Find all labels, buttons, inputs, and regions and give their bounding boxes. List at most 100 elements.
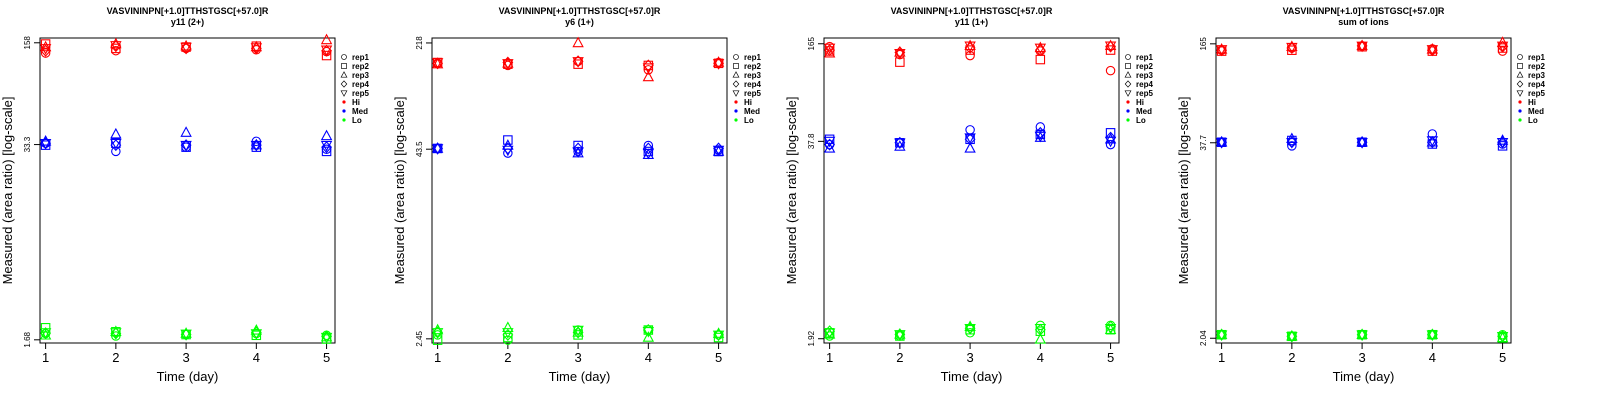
point-hi-rep5-day5 — [712, 59, 725, 70]
point-med-rep3-day3 — [180, 126, 192, 137]
plot-frame — [823, 37, 1120, 344]
legend-label: rep3 — [352, 71, 369, 80]
point-med-rep5-day2 — [110, 138, 122, 150]
point-med-rep5-day4 — [1426, 136, 1439, 147]
point-hi-rep4-day1 — [40, 44, 52, 57]
point-med-rep2-day2 — [503, 135, 513, 145]
point-hi-rep5-day1 — [823, 43, 836, 55]
legend-label: rep2 — [744, 62, 761, 71]
point-lo-rep3-day4 — [1426, 328, 1439, 339]
legend-label: rep5 — [1136, 89, 1153, 98]
legend-hi-dot-icon — [1518, 100, 1522, 104]
x-tick-label: 2 — [896, 350, 903, 365]
x-tick-label: 5 — [1499, 350, 1506, 365]
point-hi-rep5-day5 — [1104, 41, 1117, 53]
point-hi-rep2-day4 — [1035, 54, 1046, 65]
chart-panel-3: VASVININPN[+1.0]TTHSTGSC[+57.0]R y11 (1+)… — [784, 0, 1184, 400]
point-lo-rep3-day2 — [502, 321, 514, 332]
legend-lo-dot-icon — [1518, 118, 1522, 122]
plot-frame — [39, 37, 336, 344]
point-med-rep3-day3 — [964, 142, 976, 153]
legend-label: Lo — [744, 116, 754, 125]
legend-label: Med — [1136, 107, 1152, 116]
point-hi-rep5-day3 — [1356, 41, 1368, 53]
point-hi-rep2-day2 — [111, 43, 121, 54]
chart-subtitle: y11 (2+) — [171, 17, 204, 27]
legend-triangle-icon — [340, 71, 348, 78]
legend-label: rep3 — [744, 71, 761, 80]
point-med-rep5-day5 — [320, 140, 333, 152]
point-med-rep3-day2 — [502, 139, 514, 150]
point-hi-rep5-day2 — [894, 48, 906, 60]
point-lo-rep5-day5 — [1496, 332, 1509, 343]
point-med-rep1-day4 — [1035, 122, 1046, 132]
x-tick-label: 1 — [434, 350, 441, 365]
point-hi-rep2-day5 — [321, 50, 332, 61]
x-tick-label: 1 — [826, 350, 833, 365]
data-points — [39, 33, 333, 344]
point-lo-rep5-day3 — [180, 329, 192, 341]
point-hi-rep5-day3 — [572, 57, 584, 68]
point-med-rep5-day5 — [1496, 137, 1509, 149]
legend-label: Lo — [1136, 116, 1146, 125]
point-hi-rep2-day3 — [965, 45, 975, 55]
point-lo-rep4-day4 — [642, 324, 654, 337]
legend-triangle-icon — [732, 71, 740, 78]
point-med-rep4-day4 — [642, 142, 654, 155]
point-lo-rep5-day5 — [1104, 323, 1117, 335]
y-axis-label: Measured (area ratio) [log-scale] — [1176, 97, 1191, 285]
point-lo-rep1-day1 — [432, 330, 443, 340]
y-tick-label: 158 — [23, 36, 32, 50]
legend-label: Med — [352, 107, 368, 116]
point-lo-rep5-day1 — [823, 328, 836, 340]
point-med-rep3-day2 — [110, 127, 122, 139]
point-hi-rep5-day2 — [502, 59, 514, 70]
chart-svg: VASVININPN[+1.0]TTHSTGSC[+57.0]Ry6 (1+) 1… — [392, 6, 761, 384]
point-hi-rep3-day4 — [642, 70, 655, 82]
point-hi-rep3-day1 — [39, 40, 52, 52]
point-lo-rep5-day3 — [1356, 330, 1368, 342]
legend-lo-dot-icon — [734, 118, 738, 122]
legend-inverted-triangle-icon — [1516, 90, 1524, 97]
point-lo-rep5-day4 — [1034, 323, 1047, 335]
legend-label: rep5 — [744, 89, 761, 98]
point-hi-rep5-day5 — [320, 45, 333, 57]
point-med-rep4-day3 — [572, 142, 584, 155]
point-med-rep5-day3 — [180, 140, 192, 152]
x-axis-label: Time (day) — [157, 369, 219, 384]
legend-triangle-icon — [1124, 71, 1132, 78]
point-med-rep1-day2 — [1287, 141, 1297, 151]
point-lo-rep3-day2 — [1286, 329, 1298, 341]
y-tick-label: 43.5 — [415, 141, 424, 157]
point-lo-rep5-day2 — [502, 328, 514, 339]
x-tick-label: 3 — [182, 350, 189, 365]
legend-label: rep4 — [352, 80, 369, 89]
legend-med-dot-icon — [734, 109, 738, 113]
legend-circle-icon — [341, 54, 347, 60]
legend-inverted-triangle-icon — [340, 90, 348, 97]
legend-label: rep2 — [1528, 62, 1545, 71]
point-lo-rep3-day4 — [1034, 333, 1047, 344]
x-axis-label: Time (day) — [1333, 369, 1395, 384]
y-tick-label: 37.8 — [807, 133, 816, 149]
legend-label: Hi — [352, 98, 360, 107]
x-tick-label: 1 — [42, 350, 49, 365]
point-lo-rep5-day3 — [572, 325, 584, 337]
y-tick-label: 2.04 — [1199, 330, 1208, 346]
legend-label: rep1 — [744, 53, 761, 62]
legend-med-dot-icon — [1518, 109, 1522, 113]
legend-label: Med — [1528, 107, 1544, 116]
data-points — [431, 36, 725, 345]
x-axis-label: Time (day) — [549, 369, 611, 384]
point-lo-rep5-day4 — [642, 326, 655, 338]
point-med-rep1-day3 — [965, 125, 975, 135]
x-tick-label: 4 — [645, 350, 652, 365]
x-tick-label: 4 — [253, 350, 260, 365]
point-hi-rep3-day2 — [894, 45, 906, 57]
legend-label: Lo — [1528, 116, 1538, 125]
legend-label: rep5 — [1528, 89, 1545, 98]
point-med-rep5-day2 — [894, 138, 906, 150]
point-med-rep3-day4 — [250, 138, 263, 150]
